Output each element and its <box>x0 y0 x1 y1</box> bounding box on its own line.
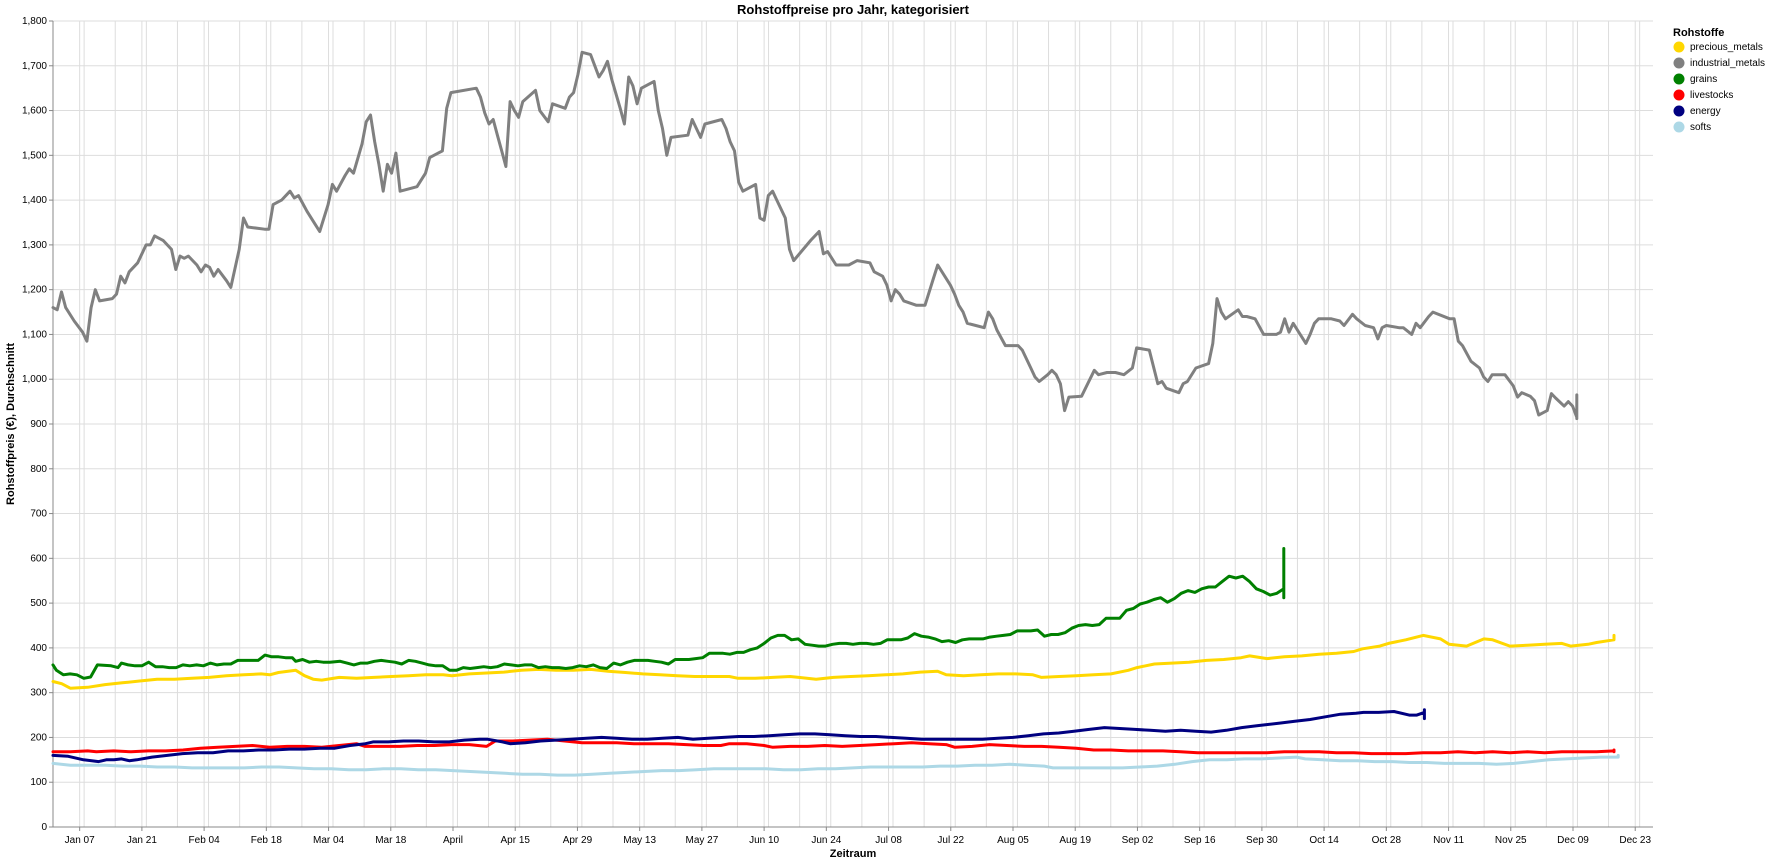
series-line-grains <box>51 547 1286 680</box>
legend-label-industrial_metals: industrial_metals <box>1690 58 1765 69</box>
x-axis-title: Zeitraum <box>830 848 877 860</box>
series <box>51 50 1620 777</box>
x-tick-label: Mar 18 <box>375 835 407 846</box>
series-line-precious_metals <box>51 633 1616 690</box>
x-tick-label: Sep 16 <box>1184 835 1216 846</box>
y-tick-label: 1,600 <box>22 106 47 117</box>
y-tick-label: 1,700 <box>22 61 47 72</box>
legend-label-energy: energy <box>1690 106 1721 117</box>
y-tick-label: 400 <box>30 643 47 654</box>
y-tick-label: 1,800 <box>22 16 47 27</box>
x-tick-label: Apr 15 <box>500 835 530 846</box>
y-tick-label: 500 <box>30 598 47 609</box>
x-tick-label: May 27 <box>685 835 718 846</box>
legend-swatch-softs <box>1673 121 1685 133</box>
x-tick-label: Aug 05 <box>997 835 1029 846</box>
y-tick-label: 1,200 <box>22 285 47 296</box>
y-tick-label: 700 <box>30 509 47 520</box>
y-tick-label: 800 <box>30 464 47 475</box>
x-tick-label: April <box>443 835 463 846</box>
y-tick-label: 100 <box>30 777 47 788</box>
y-tick-label: 1,400 <box>22 195 47 206</box>
y-tick-label: 1,100 <box>22 329 47 340</box>
x-tick-label: Jun 10 <box>749 835 779 846</box>
legend-swatch-energy <box>1673 105 1685 117</box>
y-tick-label: 300 <box>30 688 47 699</box>
series-line-softs <box>51 753 1620 777</box>
grid <box>52 20 1653 828</box>
x-tick-label: Jul 22 <box>937 835 964 846</box>
x-tick-label: Jan 21 <box>127 835 157 846</box>
x-tick-label: Oct 28 <box>1372 835 1402 846</box>
legend-swatch-livestocks <box>1673 89 1685 101</box>
legend-swatch-grains <box>1673 73 1685 85</box>
legend: Rohstoffe precious_metals industrial_meta… <box>1673 27 1765 133</box>
x-tick-label: Jul 08 <box>875 835 902 846</box>
legend-title: Rohstoffe <box>1673 27 1724 39</box>
x-tick-label: Oct 14 <box>1309 835 1339 846</box>
y-axis-ticks: 0 100 200 300 400 500 600 700 800 900 1,000 1,100 1,… <box>22 16 53 833</box>
x-tick-label: Aug 19 <box>1059 835 1091 846</box>
y-tick-label: 200 <box>30 732 47 743</box>
x-tick-label: Nov 25 <box>1495 835 1527 846</box>
x-tick-label: Sep 30 <box>1246 835 1278 846</box>
y-tick-label: 600 <box>30 553 47 564</box>
series-line-industrial_metals <box>51 50 1579 421</box>
y-tick-label: 1,300 <box>22 240 47 251</box>
x-tick-label: Jun 24 <box>811 835 841 846</box>
x-axis-ticks: Jan 07 Jan 21 Feb 04 Feb 18 Mar 04 Mar 18 Apri… <box>65 827 1652 846</box>
y-tick-label: 1,000 <box>22 374 47 385</box>
x-tick-label: Sep 02 <box>1122 835 1154 846</box>
legend-swatch-precious_metals <box>1673 41 1685 53</box>
legend-label-precious_metals: precious_metals <box>1690 42 1763 53</box>
legend-label-grains: grains <box>1690 74 1717 85</box>
series-line-energy <box>51 708 1426 764</box>
x-tick-label: May 13 <box>623 835 656 846</box>
y-tick-label: 0 <box>41 822 47 833</box>
x-tick-label: Feb 18 <box>251 835 283 846</box>
legend-swatch-industrial_metals <box>1673 57 1685 69</box>
y-tick-label: 1,500 <box>22 150 47 161</box>
legend-label-livestocks: livestocks <box>1690 90 1733 101</box>
y-tick-label: 900 <box>30 419 47 430</box>
x-tick-label: Jan 07 <box>65 835 95 846</box>
x-tick-label: Nov 11 <box>1433 835 1464 846</box>
x-tick-label: Dec 09 <box>1557 835 1589 846</box>
x-tick-label: Dec 23 <box>1619 835 1651 846</box>
x-tick-label: Mar 04 <box>313 835 345 846</box>
legend-label-softs: softs <box>1690 122 1711 133</box>
chart-title: Rohstoffpreise pro Jahr, kategorisiert <box>737 2 970 17</box>
x-tick-label: Feb 04 <box>189 835 221 846</box>
x-tick-label: Apr 29 <box>563 835 593 846</box>
y-axis-title: Rohstoffpreis (€), Durchschnitt <box>5 343 17 505</box>
series-line-livestocks <box>51 737 1616 756</box>
